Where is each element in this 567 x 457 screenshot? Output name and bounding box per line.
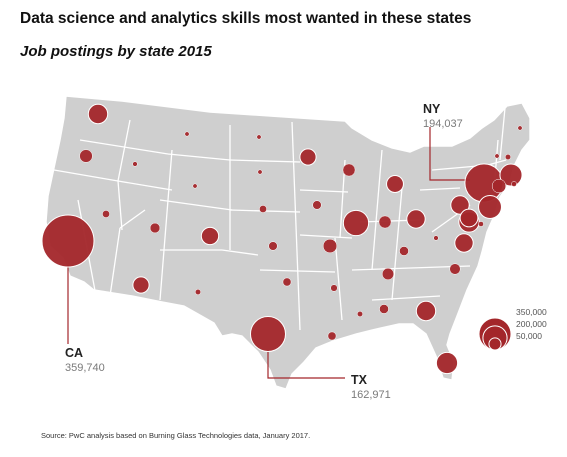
bubble-al [379,304,389,314]
state-border-line-28 [431,165,479,171]
state-border-line-32 [499,107,506,161]
callout-ny-value: 194,037 [423,118,463,130]
us-land [45,95,531,390]
callout-labels: NY 194,037 CA 359,740 TX 162,971 [65,102,463,401]
state-border-line-20 [334,237,343,321]
state-border-line-16 [291,121,301,331]
bubble-or [79,149,93,163]
bubble-de [478,221,484,227]
callout-tx-name: TX [351,373,368,387]
legend-label-1: 200,000 [516,319,547,329]
state-border-line-1 [53,169,119,182]
state-border-line-6 [119,209,146,229]
bubble-mn [299,148,317,166]
bubble-co [200,226,220,246]
state-border-line-8 [117,180,123,231]
bubble-sc [449,263,461,275]
bubble-ri [511,181,517,187]
state-border-line-7 [159,149,173,301]
bubble-pa [450,195,470,215]
callout-ny-name: NY [423,102,441,116]
bubble-ok [282,277,292,287]
leader-tx [267,350,345,379]
callout-leaders [67,127,470,379]
bubble-nm [195,289,201,295]
state-border-line-25 [371,295,441,301]
bubble-ut [149,222,161,234]
bubble-tn [381,267,395,281]
legend-bubble-2 [488,337,502,351]
state-border-line-13 [229,159,301,163]
bubble-md [459,208,479,228]
bubble-sd [257,169,263,175]
bubble-ks [268,241,278,251]
state-border-line-17 [299,189,349,193]
state-border-line-3 [117,119,131,182]
bubble-nj [478,195,502,219]
bubble-tx [250,316,286,352]
bubble-nh [505,154,511,160]
state-border-line-19 [259,269,336,273]
source-note: Source: PwC analysis based on Burning Gl… [41,431,311,440]
callout-ca-value: 359,740 [65,362,105,374]
bubble-az [132,276,150,294]
state-border-line-18 [299,234,353,239]
bubble-me [517,125,523,131]
legend-label-2: 50,000 [516,331,542,341]
bubble-wv [433,235,439,241]
bubble-oh [406,209,426,229]
state-border-line-2 [117,180,173,191]
bubble-il [342,209,370,237]
state-bubbles [41,103,523,375]
bubble-fl [435,351,459,375]
bubble-mi [386,175,404,193]
state-border-line-15 [221,249,259,256]
state-border-line-9 [167,153,231,161]
bubble-ky [399,246,409,256]
contiguous-us-outline [45,95,531,390]
bubble-mt [184,131,190,137]
state-border-line-27 [419,187,461,191]
bubble-wy [192,183,198,189]
state-border-line-10 [159,199,233,211]
bubble-la [327,331,337,341]
state-border-line-23 [391,187,403,301]
callout-ca-name: CA [65,346,83,360]
bubble-ne [259,205,267,213]
state-border-line-5 [109,227,121,297]
state-border-line-31 [487,159,507,166]
bubble-wi [342,163,356,177]
bubble-nd [256,134,262,140]
bubble-id [132,161,138,167]
size-legend: 350,000 200,000 50,000 [478,307,547,351]
state-border-line-0 [79,139,169,155]
bubble-ms [357,311,363,317]
bubble-vt [494,153,500,159]
state-border-line-22 [371,149,383,271]
bubble-ga [415,300,437,322]
leader-ny [429,127,470,181]
bubble-ar [330,284,338,292]
legend-label-0: 350,000 [516,307,547,317]
bubble-ct [491,178,507,194]
bubble-mo [322,238,338,254]
page-title: Data science and analytics skills most w… [20,10,472,27]
bubble-ia [312,200,322,210]
bubble-in [378,215,392,229]
bubble-wa [87,103,109,125]
bubble-nc [454,233,474,253]
callout-tx-value: 162,971 [351,389,391,401]
bubble-nv [102,210,110,218]
bubble-ca [41,214,95,268]
page-subtitle: Job postings by state 2015 [20,43,212,60]
bubble-ma [499,163,523,187]
